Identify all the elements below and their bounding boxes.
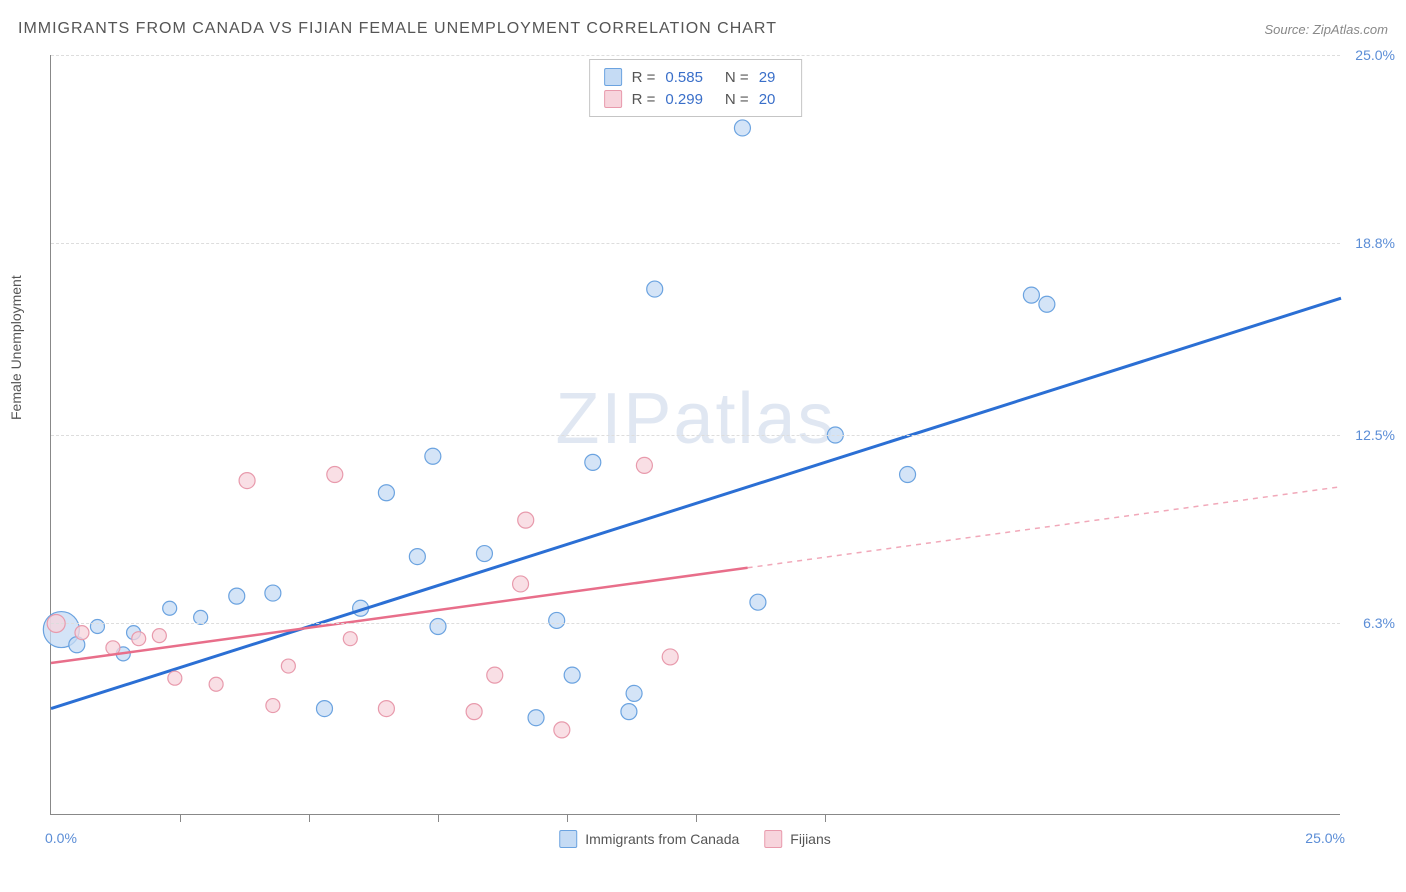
scatter-point (476, 546, 492, 562)
trend-line-extrapolated (748, 487, 1341, 568)
y-tick-label: 6.3% (1363, 615, 1395, 631)
y-tick-label: 25.0% (1355, 47, 1395, 63)
scatter-point (152, 629, 166, 643)
scatter-point (239, 473, 255, 489)
plot-area: ZIPatlas R = 0.585 N = 29 R = 0.299 N = … (50, 55, 1340, 815)
scatter-point (378, 701, 394, 717)
r-value-2: 0.299 (665, 91, 703, 108)
x-tick (567, 814, 568, 822)
r-label-1: R = (632, 69, 656, 86)
scatter-point (900, 467, 916, 483)
r-label-2: R = (632, 91, 656, 108)
scatter-point (554, 722, 570, 738)
scatter-point (90, 620, 104, 634)
source-name: ZipAtlas.com (1313, 22, 1388, 37)
y-axis-label: Female Unemployment (8, 275, 24, 420)
x-tick (438, 814, 439, 822)
scatter-point (513, 576, 529, 592)
scatter-point (564, 667, 580, 683)
n-value-2: 20 (759, 91, 776, 108)
legend-text-2: Fijians (790, 831, 830, 847)
grid-line (51, 243, 1340, 244)
scatter-point (430, 619, 446, 635)
scatter-point (229, 588, 245, 604)
grid-line (51, 435, 1340, 436)
scatter-point (266, 699, 280, 713)
y-tick-label: 18.8% (1355, 235, 1395, 251)
scatter-point (327, 467, 343, 483)
legend-swatch-2 (604, 90, 622, 108)
grid-line (51, 623, 1340, 624)
legend-text-1: Immigrants from Canada (585, 831, 739, 847)
x-axis-labels: 0.0% Immigrants from Canada Fijians 25.0… (50, 830, 1340, 860)
title-bar: IMMIGRANTS FROM CANADA VS FIJIAN FEMALE … (18, 20, 1388, 38)
trend-line (51, 298, 1341, 708)
scatter-point (75, 626, 89, 640)
correlation-legend: R = 0.585 N = 29 R = 0.299 N = 20 (589, 59, 803, 117)
scatter-point (549, 612, 565, 628)
x-tick (696, 814, 697, 822)
scatter-point (487, 667, 503, 683)
grid-line (51, 55, 1340, 56)
scatter-point (1023, 287, 1039, 303)
scatter-point (585, 454, 601, 470)
scatter-point (750, 594, 766, 610)
scatter-point (281, 659, 295, 673)
scatter-point (528, 710, 544, 726)
x-max-label: 25.0% (1305, 830, 1345, 846)
source-prefix: Source: (1264, 22, 1312, 37)
scatter-point (316, 701, 332, 717)
x-tick (180, 814, 181, 822)
legend-row-series-1: R = 0.585 N = 29 (604, 66, 788, 88)
legend-item-2: Fijians (764, 830, 830, 848)
legend-row-series-2: R = 0.299 N = 20 (604, 88, 788, 110)
scatter-point (343, 632, 357, 646)
legend-item-1: Immigrants from Canada (559, 830, 739, 848)
trend-line (51, 568, 748, 663)
scatter-point (662, 649, 678, 665)
scatter-point (209, 677, 223, 691)
scatter-point (621, 704, 637, 720)
scatter-point (194, 610, 208, 624)
legend-swatch-bottom-1 (559, 830, 577, 848)
source-label: Source: ZipAtlas.com (1264, 22, 1388, 37)
legend-swatch-bottom-2 (764, 830, 782, 848)
scatter-point (626, 685, 642, 701)
scatter-point (409, 549, 425, 565)
n-label-2: N = (725, 91, 749, 108)
bottom-legend: Immigrants from Canada Fijians (559, 830, 831, 848)
scatter-point (168, 671, 182, 685)
r-value-1: 0.585 (665, 69, 703, 86)
scatter-point (265, 585, 281, 601)
scatter-point (636, 457, 652, 473)
scatter-point (132, 632, 146, 646)
x-tick (825, 814, 826, 822)
scatter-point (163, 601, 177, 615)
scatter-point (518, 512, 534, 528)
x-tick (309, 814, 310, 822)
scatter-point (378, 485, 394, 501)
scatter-point (466, 704, 482, 720)
scatter-point (647, 281, 663, 297)
n-value-1: 29 (759, 69, 776, 86)
scatter-point (425, 448, 441, 464)
chart-title: IMMIGRANTS FROM CANADA VS FIJIAN FEMALE … (18, 20, 777, 38)
legend-swatch-1 (604, 68, 622, 86)
n-label-1: N = (725, 69, 749, 86)
scatter-point (734, 120, 750, 136)
y-tick-label: 12.5% (1355, 427, 1395, 443)
scatter-point (1039, 296, 1055, 312)
x-min-label: 0.0% (45, 830, 77, 846)
